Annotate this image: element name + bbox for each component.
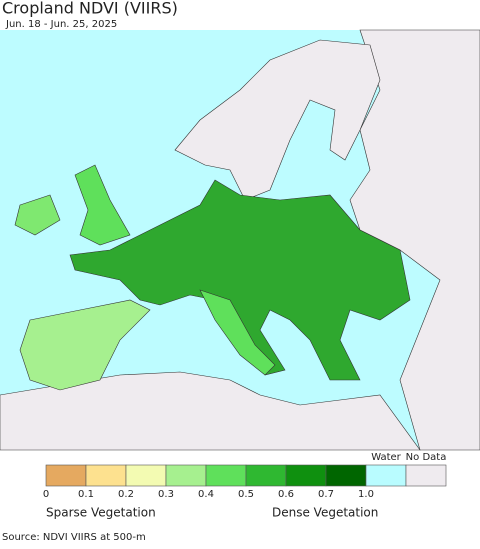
land-scandinavia <box>174 39 381 201</box>
land-ireland <box>14 194 61 236</box>
legend-class-label: Water <box>371 452 401 463</box>
land-east <box>349 29 480 451</box>
legend-tick-label: 0.4 <box>198 489 214 500</box>
legend-swatch <box>45 464 87 487</box>
subtitle: Jun. 18 - Jun. 25, 2025 <box>5 19 117 30</box>
legend-tick-label: 1.0 <box>358 489 374 500</box>
legend-swatch <box>365 464 407 487</box>
title: Cropland NDVI (VIIRS) <box>2 0 178 18</box>
legend: Water No Data 0 0.1 0.2 0.3 0.4 0.5 0.6 0.7 1.0 <box>43 452 447 500</box>
legend-low-label: Sparse Vegetation <box>46 506 156 520</box>
legend-swatch <box>125 464 167 487</box>
legend-tick-label: 0.7 <box>318 489 334 500</box>
legend-tick-label: 0.1 <box>78 489 94 500</box>
legend-tick-label: 0.6 <box>278 489 294 500</box>
legend-swatch <box>325 464 367 487</box>
map <box>0 29 480 451</box>
legend-swatch <box>245 464 287 487</box>
land-britain <box>74 164 131 246</box>
legend-swatch <box>205 464 247 487</box>
legend-swatch <box>85 464 127 487</box>
legend-tick-label: 0.5 <box>238 489 254 500</box>
source: Source: NDVI VIIRS at 500-m <box>2 532 146 543</box>
legend-tick-label: 0 <box>43 489 49 500</box>
legend-swatch <box>405 464 447 487</box>
legend-tick-label: 0.3 <box>158 489 174 500</box>
land-iberia <box>19 299 151 391</box>
legend-tick-label: 0.2 <box>118 489 134 500</box>
legend-swatch <box>285 464 327 487</box>
land-italy <box>199 289 276 376</box>
legend-class-label: No Data <box>406 452 447 463</box>
land-africa <box>0 371 421 451</box>
legend-swatch <box>165 464 207 487</box>
land-europe <box>69 179 411 381</box>
legend-high-label: Dense Vegetation <box>272 506 378 520</box>
